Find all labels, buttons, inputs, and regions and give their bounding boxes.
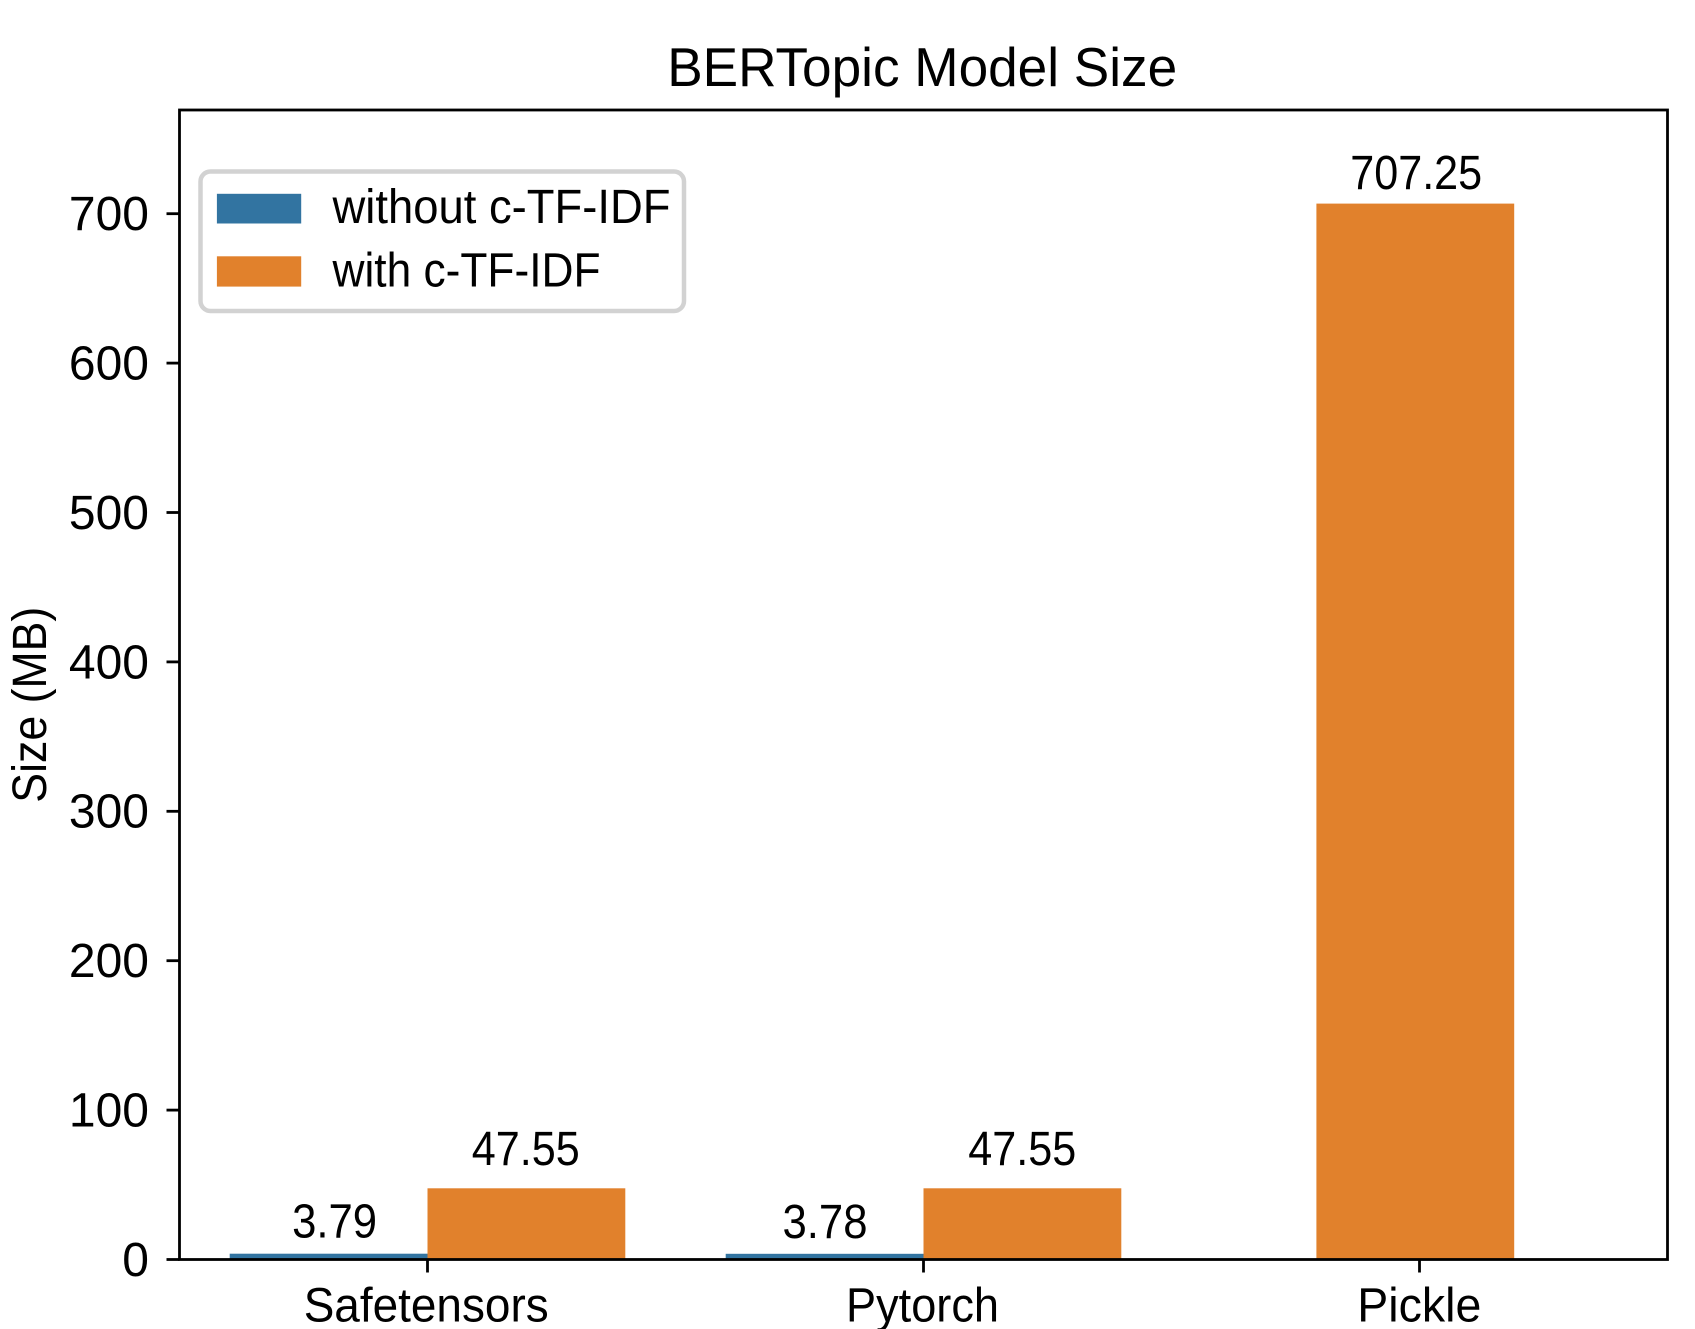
svg-text:with c-TF-IDF: with c-TF-IDF (332, 245, 601, 298)
svg-text:707.25: 707.25 (1350, 147, 1482, 200)
svg-text:Safetensors: Safetensors (304, 1279, 549, 1329)
svg-text:47.55: 47.55 (968, 1123, 1076, 1176)
svg-text:Size (MB): Size (MB) (4, 607, 57, 803)
svg-text:Pickle: Pickle (1357, 1279, 1481, 1329)
svg-text:Pytorch: Pytorch (846, 1279, 999, 1329)
svg-text:0: 0 (122, 1234, 149, 1287)
svg-text:700: 700 (69, 188, 149, 241)
svg-text:3.78: 3.78 (783, 1196, 868, 1249)
svg-text:400: 400 (69, 636, 149, 689)
svg-text:3.79: 3.79 (292, 1195, 377, 1248)
svg-text:600: 600 (69, 338, 149, 391)
svg-text:BERTopic Model Size: BERTopic Model Size (667, 36, 1177, 98)
svg-text:100: 100 (69, 1085, 149, 1138)
svg-text:500: 500 (69, 487, 149, 540)
svg-text:47.55: 47.55 (472, 1123, 580, 1176)
svg-text:200: 200 (69, 935, 149, 988)
svg-text:without c-TF-IDF: without c-TF-IDF (332, 181, 671, 234)
svg-text:300: 300 (69, 786, 149, 839)
